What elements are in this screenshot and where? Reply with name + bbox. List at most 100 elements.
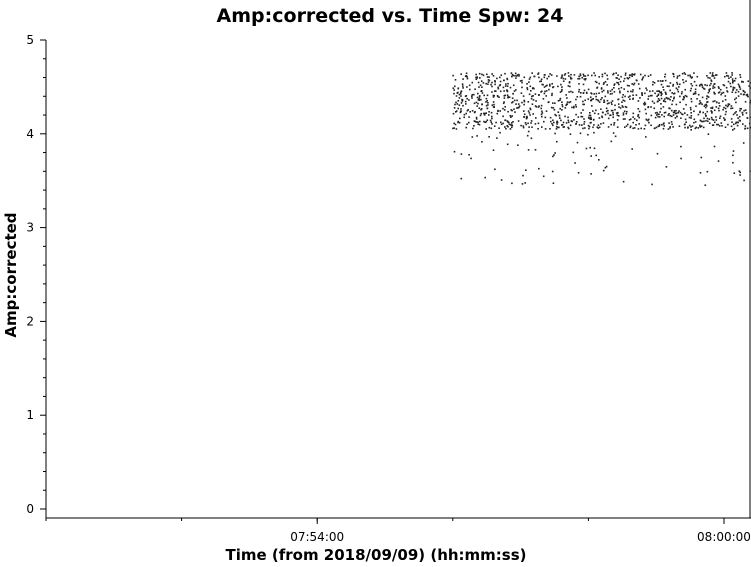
- bandpass-calibrator-point: [609, 93, 612, 95]
- bandpass-calibrator-point: [523, 76, 526, 79]
- bandpass-calibrator-point: [593, 147, 596, 150]
- bandpass-calibrator-point: [611, 100, 614, 102]
- bandpass-calibrator-point: [506, 77, 508, 80]
- bandpass-calibrator-point: [470, 157, 472, 160]
- bandpass-calibrator-point: [623, 80, 625, 82]
- bandpass-calibrator-point: [574, 162, 576, 164]
- bandpass-calibrator-point: [676, 115, 678, 118]
- bandpass-calibrator-point: [723, 117, 725, 119]
- bandpass-calibrator-point: [460, 110, 462, 113]
- bandpass-calibrator-point: [471, 136, 474, 138]
- bandpass-calibrator-point: [598, 82, 600, 85]
- bandpass-calibrator-point: [605, 165, 608, 168]
- bandpass-calibrator-point: [744, 125, 747, 127]
- bandpass-calibrator-point: [503, 90, 505, 92]
- bandpass-calibrator-point: [516, 107, 518, 109]
- bandpass-calibrator-point: [538, 94, 540, 96]
- bandpass-calibrator-point: [655, 126, 658, 129]
- bandpass-calibrator-point: [556, 140, 558, 143]
- bandpass-calibrator-point: [690, 115, 693, 117]
- bandpass-calibrator-point: [737, 83, 740, 86]
- bandpass-calibrator-point: [612, 113, 614, 116]
- y-axis-label: Amp:corrected: [2, 212, 20, 337]
- bandpass-calibrator-point: [644, 92, 646, 95]
- bandpass-calibrator-point: [643, 103, 645, 105]
- bandpass-calibrator-point: [607, 91, 609, 94]
- bandpass-calibrator-point: [700, 120, 703, 123]
- bandpass-calibrator-point: [626, 77, 629, 79]
- bandpass-calibrator-point: [500, 74, 503, 76]
- bandpass-calibrator-point: [724, 107, 727, 110]
- bandpass-calibrator-point: [656, 90, 658, 92]
- bandpass-calibrator-point: [506, 85, 509, 87]
- bandpass-calibrator-point: [706, 170, 709, 173]
- bandpass-calibrator-point: [641, 93, 643, 95]
- bandpass-calibrator-point: [606, 102, 609, 105]
- bandpass-calibrator-point: [684, 112, 686, 114]
- bandpass-calibrator-point: [718, 109, 720, 112]
- bandpass-calibrator-point: [477, 81, 480, 84]
- bandpass-calibrator-point: [722, 108, 724, 111]
- bandpass-calibrator-point: [497, 109, 499, 112]
- bandpass-calibrator-point: [578, 124, 581, 126]
- bandpass-calibrator-point: [548, 88, 550, 91]
- bandpass-calibrator-point: [500, 121, 502, 124]
- bandpass-calibrator-point: [532, 95, 534, 97]
- bandpass-calibrator-point: [657, 80, 659, 82]
- bandpass-calibrator-point: [518, 73, 520, 76]
- bandpass-calibrator-point: [675, 112, 678, 115]
- bandpass-calibrator-point: [469, 88, 471, 91]
- bandpass-calibrator-point: [509, 114, 512, 117]
- bandpass-calibrator-point: [511, 75, 513, 78]
- bandpass-calibrator-point: [740, 108, 742, 110]
- bandpass-calibrator-point: [730, 105, 733, 107]
- bandpass-calibrator-point: [556, 120, 558, 123]
- bandpass-calibrator-point: [708, 122, 711, 124]
- bandpass-calibrator-point: [513, 108, 515, 110]
- bandpass-calibrator-point: [568, 75, 570, 77]
- bandpass-calibrator-point: [666, 85, 669, 87]
- bandpass-calibrator-point: [482, 74, 485, 77]
- bandpass-calibrator-point: [568, 101, 571, 104]
- bandpass-calibrator-point: [661, 80, 664, 82]
- bandpass-calibrator-point: [730, 118, 733, 120]
- bandpass-calibrator-point: [514, 72, 517, 75]
- bandpass-calibrator-point: [618, 106, 620, 108]
- bandpass-calibrator-point: [604, 72, 606, 75]
- bandpass-calibrator-point: [741, 80, 743, 83]
- bandpass-calibrator-point: [498, 84, 501, 87]
- bandpass-calibrator-point: [657, 115, 659, 118]
- bandpass-calibrator-point: [562, 126, 565, 128]
- bandpass-calibrator-point: [732, 154, 734, 157]
- bandpass-calibrator-point: [569, 101, 572, 103]
- bandpass-calibrator-point: [552, 155, 554, 158]
- bandpass-calibrator-point: [571, 120, 573, 123]
- bandpass-calibrator-point: [659, 111, 661, 113]
- bandpass-calibrator-point: [534, 105, 537, 107]
- bandpass-calibrator-point: [647, 95, 650, 98]
- bandpass-calibrator-point: [584, 127, 586, 129]
- bandpass-calibrator-point: [499, 110, 501, 112]
- bandpass-calibrator-point: [668, 122, 670, 124]
- chart-title: Amp:corrected vs. Time Spw: 24: [217, 5, 564, 27]
- bandpass-calibrator-point: [561, 86, 563, 88]
- bandpass-calibrator-point: [468, 99, 470, 101]
- bandpass-calibrator-point: [518, 75, 520, 77]
- bandpass-calibrator-point: [488, 111, 490, 113]
- bandpass-calibrator-point: [600, 88, 603, 90]
- bandpass-calibrator-point: [483, 94, 485, 97]
- bandpass-calibrator-point: [572, 151, 575, 154]
- bandpass-calibrator-point: [471, 95, 473, 98]
- bandpass-calibrator-point: [656, 111, 658, 114]
- bandpass-calibrator-point: [512, 74, 514, 77]
- bandpass-calibrator-point: [725, 110, 727, 113]
- bandpass-calibrator-point: [671, 115, 673, 118]
- bandpass-calibrator-point: [605, 107, 608, 110]
- bandpass-calibrator-point: [704, 104, 707, 106]
- bandpass-calibrator-point: [626, 84, 629, 87]
- bandpass-calibrator-point: [607, 109, 609, 112]
- bandpass-calibrator-point: [604, 113, 607, 116]
- bandpass-calibrator-point: [699, 172, 702, 174]
- bandpass-calibrator-point: [453, 127, 455, 129]
